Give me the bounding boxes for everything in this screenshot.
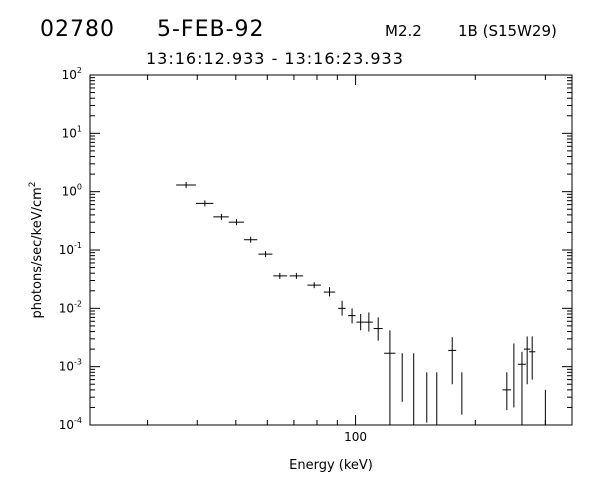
- y-axis-label: photons/sec/keV/cm2: [28, 181, 45, 318]
- plot-frame: [89, 74, 573, 426]
- y-tick-label-exponent: -1: [74, 241, 82, 250]
- data-point: [307, 282, 321, 289]
- y-tick-label: 102: [62, 66, 82, 82]
- flare-class-location: 1B (S15W29): [458, 22, 557, 40]
- y-tick-label-exponent: 2: [77, 66, 82, 75]
- time-range: 13:16:12.933 - 13:16:23.933: [146, 49, 404, 68]
- data-point: [373, 317, 383, 341]
- data-point: [384, 330, 396, 425]
- y-tick-label-base: 10: [59, 243, 74, 257]
- data-point: [356, 313, 365, 331]
- x-axis-label: Energy (keV): [289, 458, 373, 473]
- y-tick-label: 10-2: [59, 299, 82, 315]
- y-tick-label-base: 10: [59, 301, 74, 315]
- y-tick-label: 101: [62, 124, 82, 140]
- data-point: [338, 300, 346, 316]
- y-tick-label-base: 10: [59, 360, 74, 374]
- data-point: [213, 213, 229, 220]
- data-point: [523, 336, 531, 385]
- data-point: [517, 351, 526, 425]
- data-point: [176, 182, 196, 189]
- x-tick-labels: 100: [344, 430, 367, 444]
- axis-ticks: [90, 74, 572, 426]
- y-tick-label-exponent: 1: [77, 124, 82, 133]
- data-point: [502, 372, 512, 411]
- event-id: 02780: [40, 17, 115, 42]
- y-tick-label-exponent: -2: [74, 299, 82, 308]
- data-point: [323, 287, 336, 297]
- data-point: [448, 337, 457, 385]
- y-tick-label-exponent: -4: [74, 416, 82, 425]
- y-axis-label-base: photons/sec/keV/cm: [30, 187, 45, 318]
- data-point: [364, 312, 373, 332]
- y-tick-label: 10-3: [59, 358, 82, 374]
- y-tick-label: 10-4: [59, 416, 82, 432]
- y-tick-label: 100: [62, 183, 82, 199]
- data-point: [258, 251, 273, 258]
- data-point: [289, 272, 304, 279]
- y-tick-label-exponent: 0: [77, 183, 82, 192]
- observation-date: 5-FEB-92: [157, 17, 265, 42]
- y-tick-label-exponent: -3: [74, 358, 82, 367]
- x-tick-label: 100: [344, 430, 367, 444]
- data-point: [348, 308, 356, 324]
- y-tick-label-base: 10: [59, 418, 74, 432]
- y-tick-label-base: 10: [62, 68, 77, 82]
- data-point: [228, 219, 244, 226]
- y-axis-label-exponent: 2: [28, 181, 38, 187]
- data-point: [273, 272, 288, 279]
- data-point: [195, 200, 214, 207]
- data-point: [243, 236, 258, 243]
- y-tick-label-base: 10: [62, 185, 77, 199]
- y-tick-label: 10-1: [59, 241, 82, 257]
- goes-class: M2.2: [385, 22, 422, 40]
- data-point: [529, 336, 536, 380]
- data-points: [176, 182, 546, 425]
- y-tick-label-base: 10: [62, 126, 77, 140]
